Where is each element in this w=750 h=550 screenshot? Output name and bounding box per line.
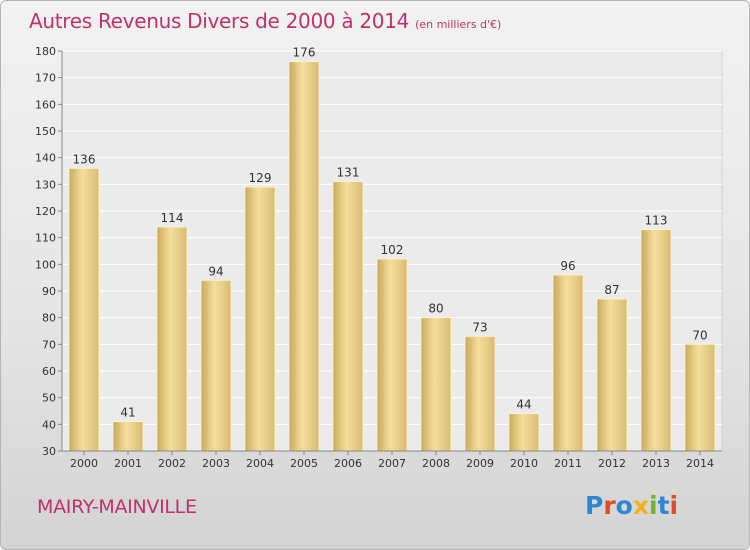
y-tick-label: 40 bbox=[42, 418, 56, 431]
y-tick-label: 80 bbox=[42, 312, 56, 325]
bar-2006 bbox=[332, 181, 364, 452]
bar-2014 bbox=[684, 343, 716, 452]
x-tick-label: 2011 bbox=[554, 457, 582, 470]
bar-2011 bbox=[552, 274, 584, 452]
y-tick-label: 50 bbox=[42, 392, 56, 405]
y-tick-label: 30 bbox=[42, 445, 56, 458]
x-axis: 2000 2001 2002 2003 2004 2005 2006 2007 2008 2009… bbox=[62, 450, 722, 470]
logo-letter: t bbox=[657, 491, 670, 520]
x-tick-label: 2004 bbox=[246, 457, 274, 470]
bar-2004 bbox=[244, 186, 276, 452]
value-label: 131 bbox=[337, 166, 360, 180]
bar-2001 bbox=[112, 421, 144, 452]
y-tick-label: 170 bbox=[35, 72, 56, 85]
x-tick-label: 2012 bbox=[598, 457, 626, 470]
logo-letter: x bbox=[632, 491, 649, 520]
x-tick-label: 2014 bbox=[686, 457, 714, 470]
value-label: 136 bbox=[73, 152, 96, 166]
bar-2009 bbox=[464, 335, 496, 452]
x-tick-label: 2000 bbox=[70, 457, 98, 470]
value-label: 73 bbox=[472, 320, 487, 334]
y-tick-label: 150 bbox=[35, 125, 56, 138]
x-tick-label: 2010 bbox=[510, 457, 538, 470]
x-tick-label: 2007 bbox=[378, 457, 406, 470]
logo-letter: P bbox=[585, 491, 604, 520]
y-tick-label: 90 bbox=[42, 285, 56, 298]
y-tick-label: 130 bbox=[35, 178, 56, 191]
y-tick-label: 60 bbox=[42, 365, 56, 378]
y-tick-label: 120 bbox=[35, 205, 56, 218]
y-tick-label: 160 bbox=[35, 98, 56, 111]
x-tick-label: 2002 bbox=[158, 457, 186, 470]
value-label: 44 bbox=[516, 398, 531, 412]
value-label: 94 bbox=[208, 264, 223, 278]
y-axis: 30 40 50 60 70 80 90 100 110 120 130 140 150 160 170 18… bbox=[35, 45, 63, 458]
bar-2003 bbox=[200, 279, 232, 452]
x-tick-label: 2001 bbox=[114, 457, 142, 470]
value-label: 102 bbox=[381, 243, 404, 257]
value-label: 176 bbox=[293, 46, 316, 60]
bar-2012 bbox=[596, 298, 628, 452]
chart-title: Autres Revenus Divers de 2000 à 2014 (en … bbox=[29, 9, 501, 33]
value-label: 87 bbox=[604, 283, 619, 297]
value-label: 113 bbox=[645, 214, 668, 228]
value-label: 129 bbox=[249, 171, 272, 185]
y-tick-label: 180 bbox=[35, 45, 56, 58]
value-label: 80 bbox=[428, 302, 443, 316]
bar-2013 bbox=[640, 229, 672, 452]
logo-letter: i bbox=[649, 491, 658, 520]
bar-2007 bbox=[376, 258, 408, 452]
x-tick-label: 2013 bbox=[642, 457, 670, 470]
x-tick-label: 2008 bbox=[422, 457, 450, 470]
value-label: 41 bbox=[120, 406, 135, 420]
x-tick-label: 2005 bbox=[290, 457, 318, 470]
bar-2002 bbox=[156, 226, 188, 452]
y-tick-label: 110 bbox=[35, 232, 56, 245]
bar-2005 bbox=[288, 61, 320, 452]
x-tick-label: 2006 bbox=[334, 457, 362, 470]
y-tick-label: 100 bbox=[35, 258, 56, 271]
bar-2000 bbox=[68, 167, 100, 452]
bar-2008 bbox=[420, 317, 452, 452]
value-label: 114 bbox=[161, 211, 184, 225]
logo-letter: o bbox=[615, 491, 633, 520]
x-tick-label: 2003 bbox=[202, 457, 230, 470]
bars: 136 41 114 94 129 176 131 102 80 73 44 96 87 113 70 bbox=[68, 46, 716, 452]
x-tick-label: 2009 bbox=[466, 457, 494, 470]
proxiti-logo: Proxiti bbox=[585, 491, 678, 520]
bar-2010 bbox=[508, 413, 540, 452]
value-label: 70 bbox=[692, 328, 707, 342]
chart-unit-label: (en milliers d'€) bbox=[415, 18, 502, 31]
logo-letter: i bbox=[669, 491, 679, 520]
logo-letter: r bbox=[603, 491, 616, 520]
y-tick-label: 140 bbox=[35, 152, 56, 165]
y-tick-label: 70 bbox=[42, 338, 56, 351]
chart-title-text: Autres Revenus Divers de 2000 à 2014 bbox=[29, 9, 410, 33]
value-label: 96 bbox=[560, 259, 575, 273]
commune-name: MAIRY-MAINVILLE bbox=[37, 496, 197, 518]
